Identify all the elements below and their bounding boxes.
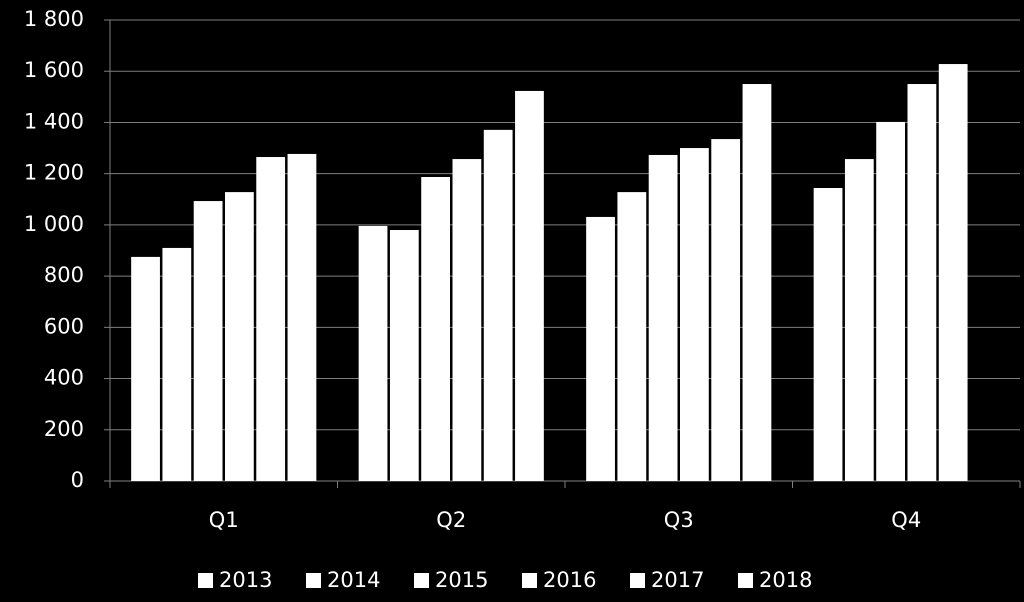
bar [515,90,544,481]
legend-swatch [738,573,753,588]
legend-swatch [414,573,429,588]
bar [162,247,192,481]
y-tick-label: 800 [44,263,84,287]
bar [742,84,772,482]
bar [452,159,482,481]
legend-label: 2013 [219,568,272,592]
bar [876,121,905,481]
bar [131,256,160,481]
y-tick-label: 600 [44,314,84,338]
bar [225,192,254,481]
x-tick-label: Q4 [891,508,921,532]
x-tick-label: Q1 [209,508,239,532]
y-tick-label: 1 800 [24,7,84,31]
y-tick-label: 0 [71,468,84,492]
x-tick-label: Q2 [436,508,466,532]
x-tick-label: Q3 [664,508,694,532]
legend-label: 2018 [759,568,812,592]
bar [256,157,286,481]
bar [389,230,419,481]
bar [813,188,843,481]
legend-swatch [522,573,537,588]
legend-swatch [630,573,645,588]
bar [617,192,647,481]
legend-label: 2016 [543,568,596,592]
y-tick-label: 400 [44,366,84,390]
bar [483,129,513,481]
bar [358,225,388,481]
y-tick-label: 1 200 [24,161,84,185]
legend-swatch [198,573,213,588]
bar [711,139,741,481]
bar [287,153,317,481]
bar [648,154,678,481]
bar [844,159,874,481]
legend-label: 2015 [435,568,488,592]
legend-swatch [306,573,321,588]
y-tick-label: 1 600 [24,58,84,82]
y-tick-label: 1 400 [24,109,84,133]
bar [907,84,937,482]
y-tick-label: 1 000 [24,212,84,236]
bar [421,176,450,482]
bar [586,216,615,481]
bar [193,201,223,481]
y-tick-label: 200 [44,417,84,441]
bar [938,64,968,481]
bar [680,148,709,482]
legend-label: 2014 [327,568,380,592]
legend-label: 2017 [651,568,704,592]
